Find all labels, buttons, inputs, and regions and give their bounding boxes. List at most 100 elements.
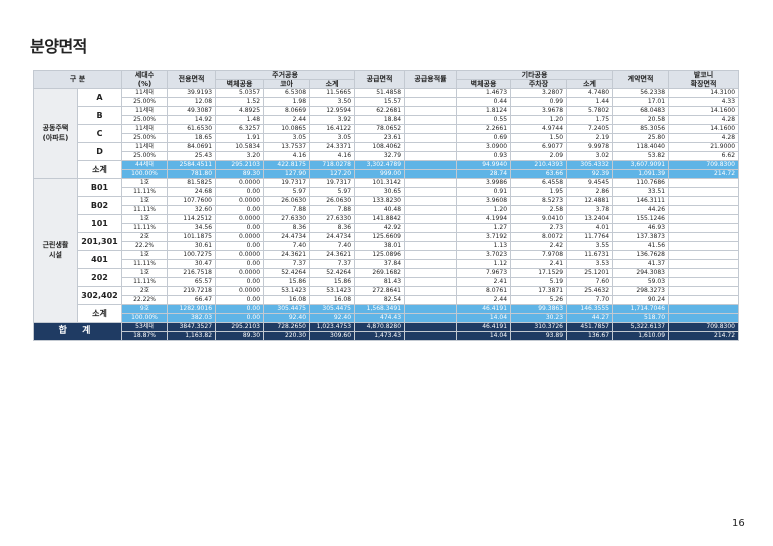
table-cell: 7.70 xyxy=(566,295,614,305)
total-cell: 18.87% xyxy=(121,331,169,341)
total-cell: 5,322.6137 xyxy=(612,322,670,332)
table-cell xyxy=(404,241,458,251)
total-cell: 1,473.43 xyxy=(354,331,406,341)
unit-type-label: 101 xyxy=(76,214,123,233)
table-cell: 25.1201 xyxy=(566,268,614,278)
table-cell: 114.2512 xyxy=(167,214,217,224)
table-row: 11.11% 32.60 0.00 7.88 7.88 40.48 1.20 2.58 3.78… xyxy=(34,205,740,215)
table-row: 100.00% 781.80 89.30 127.90 127.20 999.00 28.7… xyxy=(34,169,740,179)
table-cell: 12.4881 xyxy=(566,196,614,206)
header-division: 구 분 xyxy=(32,70,123,89)
total-cell: 3847.3527 xyxy=(167,322,217,332)
table-cell: 59.03 xyxy=(612,277,670,287)
unit-type-label: 202 xyxy=(76,268,123,287)
table-cell: 24.4734 xyxy=(309,232,356,242)
unit-type-label: A xyxy=(76,88,123,107)
table-row: 공동주택 (아파트) A 11세대 39.9193 5.0357 6.5308 11.566… xyxy=(33,88,740,179)
table-cell: 32.60 xyxy=(167,205,217,215)
table-cell: 3.7192 xyxy=(456,232,512,242)
table-cell: 382.03 xyxy=(167,313,217,323)
table-row: 100.00% 382.03 0.00 92.40 92.40 474.43 14.04 30… xyxy=(34,313,740,323)
table-row: 302,402 2호 219.7218 0.0000 53.1423 53.1423 272… xyxy=(34,286,740,305)
table-cell xyxy=(404,151,458,161)
table-row: 401 1호 100.7275 0.0000 24.3621 24.3621 125.089… xyxy=(34,250,740,269)
page-title: 분양면적 xyxy=(30,37,87,56)
header-parking: 주차장 xyxy=(510,79,568,89)
table-cell xyxy=(668,277,740,287)
total-cell: 4,870.8280 xyxy=(354,322,406,332)
table-row: 11.11% 34.56 0.00 8.36 8.36 42.92 1.27 2.73 4.01… xyxy=(34,223,740,233)
table-cell xyxy=(404,97,458,107)
total-cell: 1,163.82 xyxy=(167,331,217,341)
table-cell: 1.13 xyxy=(456,241,512,251)
table-cell: 9.4545 xyxy=(566,178,614,188)
table-cell: 0.00 xyxy=(215,223,265,233)
table-cell: 10.0865 xyxy=(263,124,311,134)
table-cell: 66.47 xyxy=(167,295,217,305)
table-cell: 32.79 xyxy=(354,151,406,161)
table-cell: 1.20 xyxy=(510,115,568,125)
table-cell xyxy=(404,304,458,314)
table-cell: 101.1875 xyxy=(167,232,217,242)
table-cell: 3.50 xyxy=(309,97,356,107)
table-cell: 24.3371 xyxy=(309,142,356,152)
table-cell: 133.8230 xyxy=(354,196,406,206)
table-cell: 146.3555 xyxy=(566,304,614,314)
table-cell xyxy=(668,250,740,260)
table-row: D 11세대 84.0691 10.5834 13.7537 24.3371 108.406… xyxy=(34,142,740,161)
table-cell: 0.0000 xyxy=(215,232,265,242)
total-cell: 309.60 xyxy=(309,331,356,341)
table-cell: 1.52 xyxy=(215,97,265,107)
table-cell xyxy=(404,88,458,98)
table-cell: 26.0630 xyxy=(309,196,356,206)
table-cell: 4.7480 xyxy=(566,88,614,98)
table-cell: 155.1246 xyxy=(612,214,670,224)
table-cell: 24.4734 xyxy=(263,232,311,242)
table-row: 22.22% 66.47 0.00 16.08 16.08 82.54 2.44 5.26 7.… xyxy=(34,295,740,305)
table-cell: 26.0630 xyxy=(263,196,311,206)
table-cell: 25.00% xyxy=(121,133,169,143)
table-cell: 0.00 xyxy=(215,295,265,305)
table-cell: 7.9673 xyxy=(456,268,512,278)
table-cell: 14.1600 xyxy=(668,124,740,134)
table-cell: 8.0761 xyxy=(456,286,512,296)
table-cell: 295.2103 xyxy=(215,160,265,170)
header-supply-ratio: 공급용적률 xyxy=(404,70,458,89)
table-cell: 100.7275 xyxy=(167,250,217,260)
table-cell: 11.11% xyxy=(121,259,169,269)
table-cell: 474.43 xyxy=(354,313,406,323)
table-cell: 6.3257 xyxy=(215,124,265,134)
table-cell: 118.4040 xyxy=(612,142,670,152)
table-cell: 269.1682 xyxy=(354,268,406,278)
table-cell: 63.66 xyxy=(510,169,568,179)
table-cell: 37.84 xyxy=(354,259,406,269)
table-cell: 1호 xyxy=(121,178,169,188)
table-cell: 2.44 xyxy=(263,115,311,125)
table-cell: 0.0000 xyxy=(215,250,265,260)
table-cell: 4.33 xyxy=(668,97,740,107)
table-row: 11.11% 24.68 0.00 5.97 5.97 30.65 0.91 1.95 2.86… xyxy=(34,187,740,197)
table-row: 소계 44세대 2584.4511 295.2103 422.8175 718.0278 3… xyxy=(34,160,740,179)
table-cell: 81.43 xyxy=(354,277,406,287)
table-cell: 15.86 xyxy=(309,277,356,287)
table-cell: 5.7802 xyxy=(566,106,614,116)
table-cell: 781.80 xyxy=(167,169,217,179)
table-cell: 52.4264 xyxy=(263,268,311,278)
table-cell: 1.75 xyxy=(566,115,614,125)
table-cell: 7.88 xyxy=(309,205,356,215)
table-cell: 8.5273 xyxy=(510,196,568,206)
table-cell: 11세대 xyxy=(121,106,169,116)
table-cell: 5.97 xyxy=(263,187,311,197)
table-cell: 2.41 xyxy=(510,259,568,269)
table-cell: 100.00% xyxy=(121,313,169,323)
table-row: B02 1호 107.7600 0.0000 26.0630 26.0630 133.823… xyxy=(34,196,740,215)
table-cell: 219.7218 xyxy=(167,286,217,296)
total-cell: 1,610.09 xyxy=(612,331,670,341)
table-row: 근린생활 시설 B01 1호 81.5825 0.0000 19.7317 19.7317 1… xyxy=(33,178,740,323)
table-cell: 14.04 xyxy=(456,313,512,323)
header-contract-area: 계약면적 xyxy=(612,70,670,89)
table-cell: 53.82 xyxy=(612,151,670,161)
table-cell: 18.84 xyxy=(354,115,406,125)
total-cell: 451.7857 xyxy=(566,322,614,332)
table-cell: 6.5308 xyxy=(263,88,311,98)
